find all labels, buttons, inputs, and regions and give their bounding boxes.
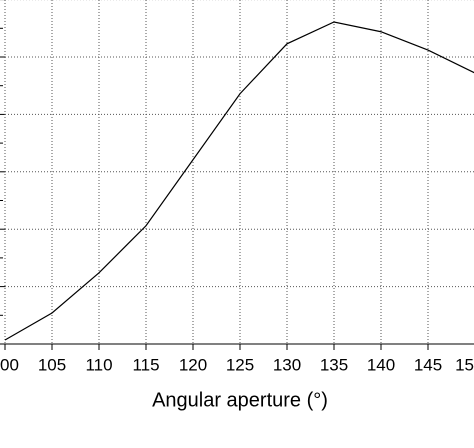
x-tick-label: 105 bbox=[38, 355, 66, 374]
data-line bbox=[4, 21, 474, 341]
x-tick-label: 110 bbox=[85, 355, 112, 374]
x-tick-label: 00 bbox=[0, 355, 19, 374]
x-tick-label: 145 bbox=[414, 355, 442, 374]
x-tick-label: 135 bbox=[320, 355, 348, 374]
x-tick-label: 15 bbox=[455, 355, 474, 374]
x-tick-label: 125 bbox=[226, 355, 254, 374]
x-tick-label: 120 bbox=[179, 355, 207, 374]
x-tick-label: 130 bbox=[273, 355, 301, 374]
x-tick-label: 140 bbox=[367, 355, 395, 374]
x-axis-title: Angular aperture (°) bbox=[152, 389, 328, 411]
x-tick-label: 115 bbox=[132, 355, 159, 374]
